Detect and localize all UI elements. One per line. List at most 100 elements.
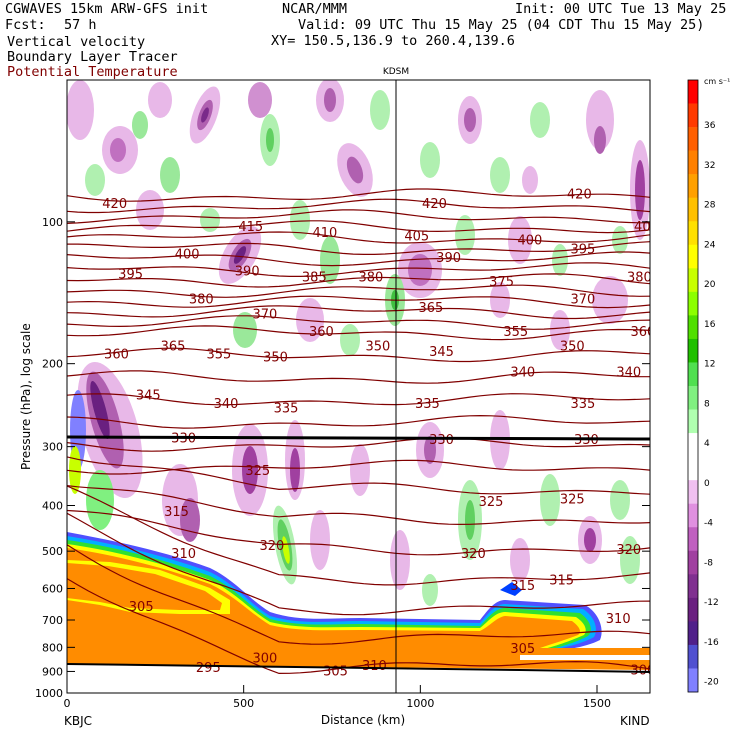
vertical-velocity-field [67,80,650,606]
theta-label: 350 [366,340,391,355]
y-tick-label: 1000 [35,687,63,700]
colorbar-unit: cm s⁻¹ [704,77,730,86]
forecast-hours: 57 h [64,17,97,33]
model-title: CGWAVES 15km ARW-GFS init [5,1,209,17]
theta-label: 420 [102,197,127,212]
marker-label: KDSM [383,67,409,77]
colorbar-swatch [688,480,698,504]
theta-label: 380 [189,293,214,308]
colorbar-swatch [688,409,698,434]
colorbar-label: 28 [704,201,716,211]
theta-label: 405 [634,220,659,235]
theta-label: 360 [309,325,334,340]
theta-label: 330 [171,432,196,447]
theta-label: 360 [631,325,656,340]
colorbar-swatch [688,150,698,175]
theta-label: 355 [503,325,528,340]
left-station-label: KBJC [64,714,92,728]
theta-contour [67,295,650,309]
theta-label: 335 [274,401,299,416]
theta-contour [67,485,650,526]
x-tick-label: 500 [233,697,254,710]
y-tick-label: 700 [42,614,63,627]
theta-label: 340 [510,366,535,381]
colorbar-label: 24 [704,240,716,250]
theta-contour [67,459,650,475]
theta-contour [67,347,650,363]
theta-label: 325 [479,495,504,510]
theta-label: 320 [461,547,486,562]
colorbar-swatch [688,268,698,293]
y-axis-title: Pressure (hPa), log scale [19,323,33,470]
theta-label: 345 [429,345,454,360]
theta-label: 380 [358,271,383,286]
colorbar-label: 36 [704,121,716,131]
theta-label: 380 [627,271,652,286]
y-tick-label: 300 [42,441,63,454]
theta-contour [67,370,650,384]
colorbar-swatch [688,174,698,198]
theta-label: 365 [419,301,444,316]
theta-label: 295 [196,661,221,676]
theta-label: 330 [429,433,454,448]
theta-contours [67,188,650,675]
colorbar-swatch [688,621,698,646]
theta-label: 370 [252,307,277,322]
theta-contour [67,414,650,429]
colorbar-label: -4 [704,519,713,529]
theta-label: 320 [260,539,285,554]
colorbar-label: 8 [704,399,710,409]
x-tick-label: 1500 [583,697,611,710]
theta-label: 370 [570,293,595,308]
y-axis: 100 200 300 400 500 600 700 800 900 1000 [35,216,650,700]
theta-label: 305 [510,642,535,657]
colorbar-label: -8 [704,558,713,568]
theta-contour [67,456,650,495]
theta-label: 360 [104,347,129,362]
theta-label: 330 [574,433,599,448]
forecast-label: Fcst: [5,17,46,33]
colorbar-swatch [688,386,698,410]
theta-label: 340 [616,366,641,381]
colorbar-swatch [688,574,698,599]
theta-contour [67,578,650,675]
y-tick-label: 200 [42,358,63,371]
colorbar-swatch [688,668,698,693]
colorbar: 36 32 28 24 20 16 12 8 4 0 -4 -8 -12 -16 -20 [687,79,719,693]
theta-contour [67,485,650,586]
theta-label: 310 [606,612,631,627]
colorbar-label: 20 [704,280,716,290]
ground-line [67,663,650,673]
colorbar-label: 4 [704,439,710,449]
x-axis: 0 500 1000 1500 [64,685,611,710]
theta-label: 300 [252,652,277,667]
right-station-label: KIND [620,714,650,728]
theta-label: 305 [129,600,154,615]
colorbar-label: 0 [704,479,710,489]
theta-label: 325 [245,464,270,479]
colorbar-swatch [688,550,698,575]
theta-contour [67,509,650,556]
init-time: Init: 00 UTC Tue 13 May 25 [515,1,727,17]
colorbar-swatch [688,644,698,669]
theta-contour [67,251,650,267]
colorbar-swatch [688,221,698,246]
theta-label: 365 [161,340,186,355]
theta-label: 325 [560,492,585,507]
theta-label: 390 [235,264,260,279]
theta-label: 415 [238,220,263,235]
y-tick-label: 500 [42,545,63,558]
theta-contour [67,305,650,320]
field-label-vertical-velocity: Vertical velocity [7,34,146,50]
colorbar-swatch [688,527,698,552]
theta-contour [67,198,650,214]
theta-label: 335 [415,397,440,412]
colorbar-swatch [688,127,698,151]
theta-contour [67,437,650,452]
theta-contour [67,231,650,244]
theta-contour [67,544,650,645]
theta-label: 350 [263,350,288,365]
theta-label: 400 [175,248,200,263]
theta-contour [67,315,650,330]
